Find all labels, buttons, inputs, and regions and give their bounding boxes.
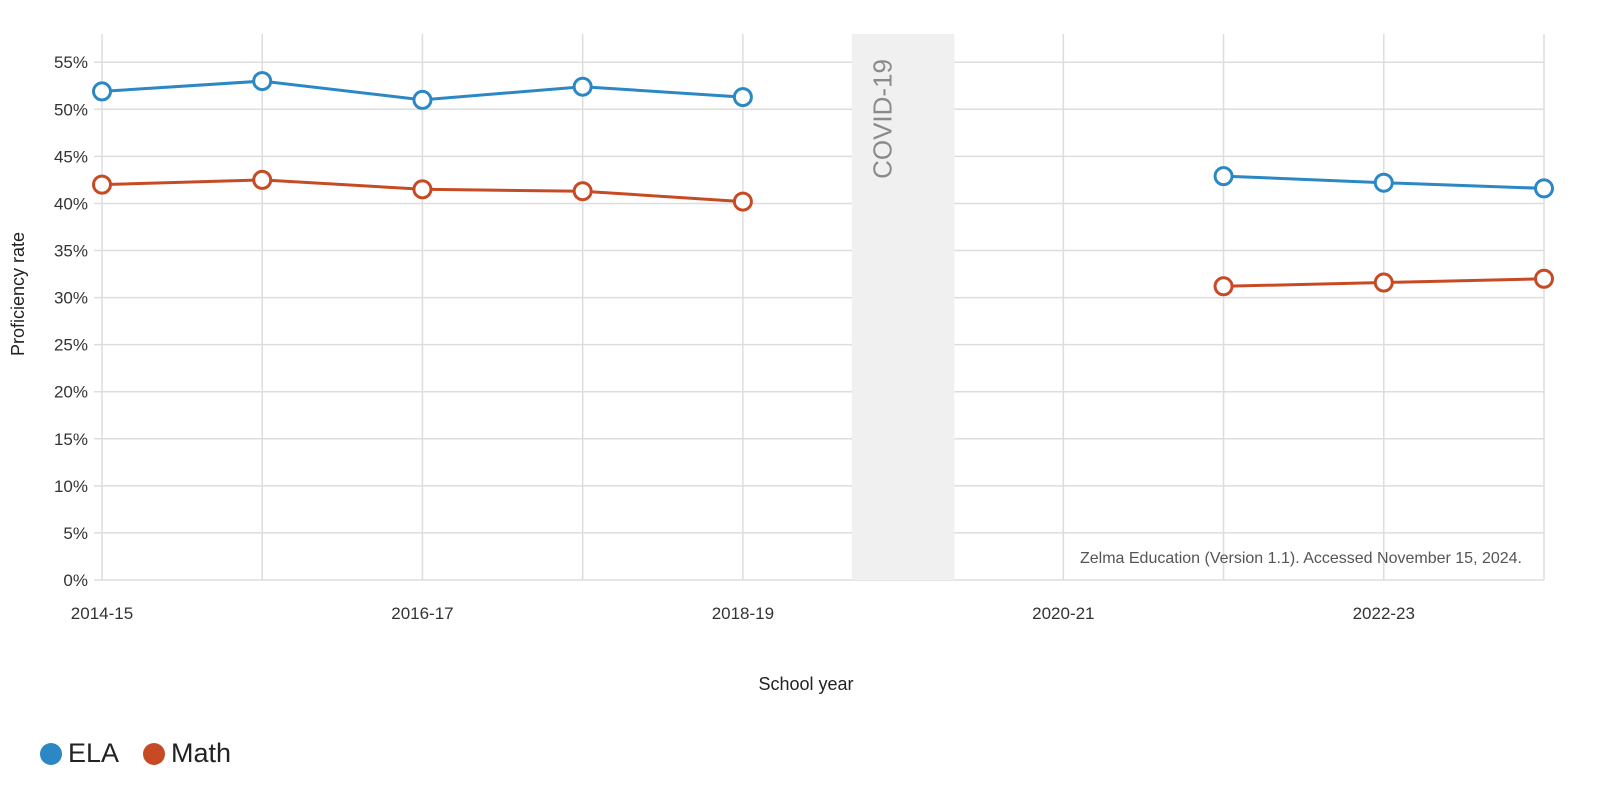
series-math bbox=[92, 169, 1554, 297]
y-tick-label: 5% bbox=[63, 524, 88, 543]
y-tick-label: 15% bbox=[54, 430, 88, 449]
data-point-ela bbox=[1534, 178, 1554, 199]
data-point-ela bbox=[732, 87, 753, 108]
legend-label-ela: ELA bbox=[68, 738, 120, 768]
legend: ELA Math bbox=[40, 738, 231, 769]
data-point-ela bbox=[92, 81, 112, 102]
y-tick-label: 50% bbox=[54, 100, 88, 119]
data-point-ela bbox=[252, 71, 273, 92]
x-tick-label: 2020-21 bbox=[1032, 604, 1094, 623]
covid-label: COVID-19 bbox=[867, 59, 897, 179]
y-axis-title: Proficiency rate bbox=[8, 232, 28, 356]
data-point-math bbox=[92, 174, 112, 195]
data-point-math bbox=[1373, 272, 1394, 293]
x-axis-title: School year bbox=[758, 674, 853, 694]
data-point-ela bbox=[572, 76, 593, 97]
x-tick-label: 2022-23 bbox=[1353, 604, 1415, 623]
y-tick-label: 35% bbox=[54, 242, 88, 261]
x-tick-label: 2014-15 bbox=[71, 604, 133, 623]
legend-label-math: Math bbox=[171, 738, 232, 768]
y-tick-label: 30% bbox=[54, 289, 88, 308]
x-tick-label: 2016-17 bbox=[391, 604, 453, 623]
source-annotation: Zelma Education (Version 1.1). Accessed … bbox=[1080, 550, 1522, 567]
math-swatch-icon bbox=[143, 742, 166, 765]
covid-shaded-region bbox=[851, 34, 955, 580]
x-tick-label: 2018-19 bbox=[712, 604, 774, 623]
data-point-ela bbox=[1213, 166, 1234, 187]
axes: 0% 5% 10% 15% 20% 25% 30% 35% 40% 45% 50% 55% 2014-1… bbox=[54, 53, 1415, 623]
grid bbox=[94, 34, 1545, 581]
covid-shade-rect bbox=[851, 34, 955, 580]
y-tick-label: 40% bbox=[54, 194, 88, 213]
data-point-math bbox=[732, 191, 753, 212]
data-point-ela bbox=[412, 89, 433, 110]
data-point-math bbox=[1534, 268, 1554, 289]
y-tick-label: 25% bbox=[54, 336, 88, 355]
y-tick-label: 45% bbox=[54, 147, 88, 166]
y-tick-label: 0% bbox=[63, 571, 88, 590]
y-tick-label: 10% bbox=[54, 477, 88, 496]
y-tick-label: 55% bbox=[54, 53, 88, 72]
data-point-math bbox=[412, 179, 433, 200]
data-point-ela bbox=[1373, 172, 1394, 193]
legend-item-math[interactable]: Math bbox=[143, 738, 231, 769]
y-tick-label: 20% bbox=[54, 383, 88, 402]
data-point-math bbox=[252, 169, 273, 190]
data-point-math bbox=[572, 181, 593, 202]
series-ela bbox=[92, 71, 1554, 199]
ela-swatch-icon bbox=[40, 742, 62, 765]
series-lines bbox=[92, 71, 1554, 297]
legend-item-ela[interactable]: ELA bbox=[40, 738, 119, 769]
data-point-math bbox=[1213, 276, 1234, 297]
